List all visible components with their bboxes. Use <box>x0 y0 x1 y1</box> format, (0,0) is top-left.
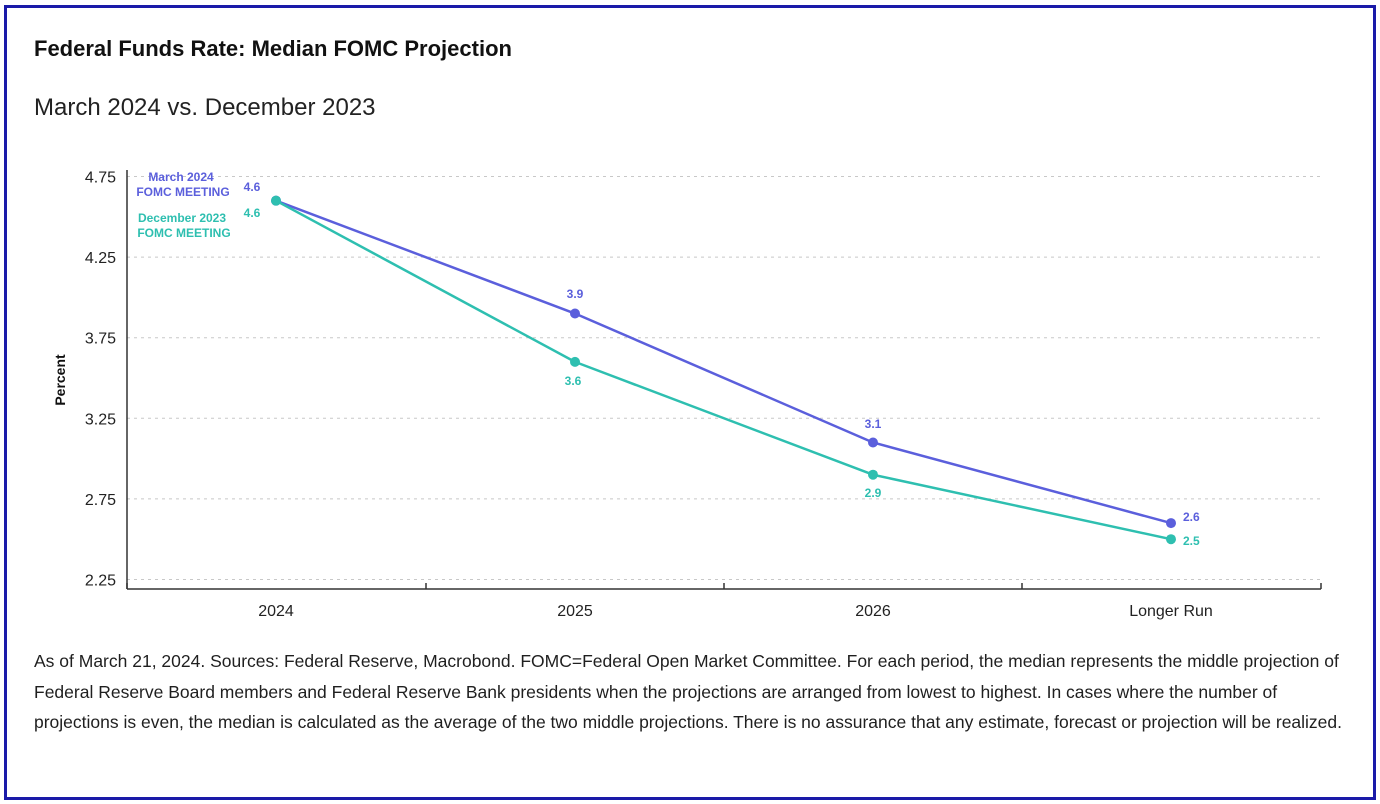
data-label-december: 4.6 <box>244 206 261 220</box>
data-label-december: 3.6 <box>565 374 582 388</box>
series-name-december: December 2023 <box>138 211 226 225</box>
y-tick-label: 3.25 <box>85 411 116 428</box>
series-name-march: FOMC MEETING <box>136 185 229 199</box>
data-point-march <box>868 437 878 448</box>
y-axis-label: Percent <box>52 354 68 406</box>
data-label-march: 2.6 <box>1183 510 1200 524</box>
x-tick-label: Longer Run <box>1129 603 1213 620</box>
series-name-december: FOMC MEETING <box>137 226 230 240</box>
data-point-december <box>570 356 580 367</box>
y-tick-label: 2.25 <box>85 573 116 590</box>
data-point-december <box>868 469 878 480</box>
x-tick-label: 2026 <box>855 603 891 620</box>
data-label-december: 2.5 <box>1183 534 1200 548</box>
x-tick-label: 2025 <box>557 603 593 620</box>
chart-footnote: As of March 21, 2024. Sources: Federal R… <box>34 651 1343 732</box>
data-point-december <box>1166 534 1176 545</box>
data-point-march <box>1166 518 1176 529</box>
y-tick-label: 4.75 <box>85 170 116 187</box>
data-point-march <box>570 308 580 319</box>
series-line-december <box>275 199 1172 541</box>
data-point-december <box>271 195 281 206</box>
chart-subtitle: March 2024 vs. December 2023 <box>34 94 376 121</box>
y-tick-label: 3.75 <box>85 331 116 348</box>
x-tick-label: 2024 <box>258 603 294 620</box>
data-label-december: 2.9 <box>865 486 882 500</box>
series-line-march <box>275 199 1172 525</box>
data-label-march: 3.1 <box>865 417 882 431</box>
y-tick-label: 2.75 <box>85 492 116 509</box>
series-name-march: March 2024 <box>148 170 214 184</box>
y-tick-label: 4.25 <box>85 250 116 267</box>
data-label-march: 4.6 <box>244 180 261 194</box>
data-label-march: 3.9 <box>567 287 584 301</box>
chart-title: Federal Funds Rate: Median FOMC Projecti… <box>34 36 512 61</box>
chart-frame <box>4 5 1376 800</box>
line-chart: 2.25 2.75 3.25 3.75 4.25 4.75 2024 2025 2026 Long… <box>52 170 1322 620</box>
